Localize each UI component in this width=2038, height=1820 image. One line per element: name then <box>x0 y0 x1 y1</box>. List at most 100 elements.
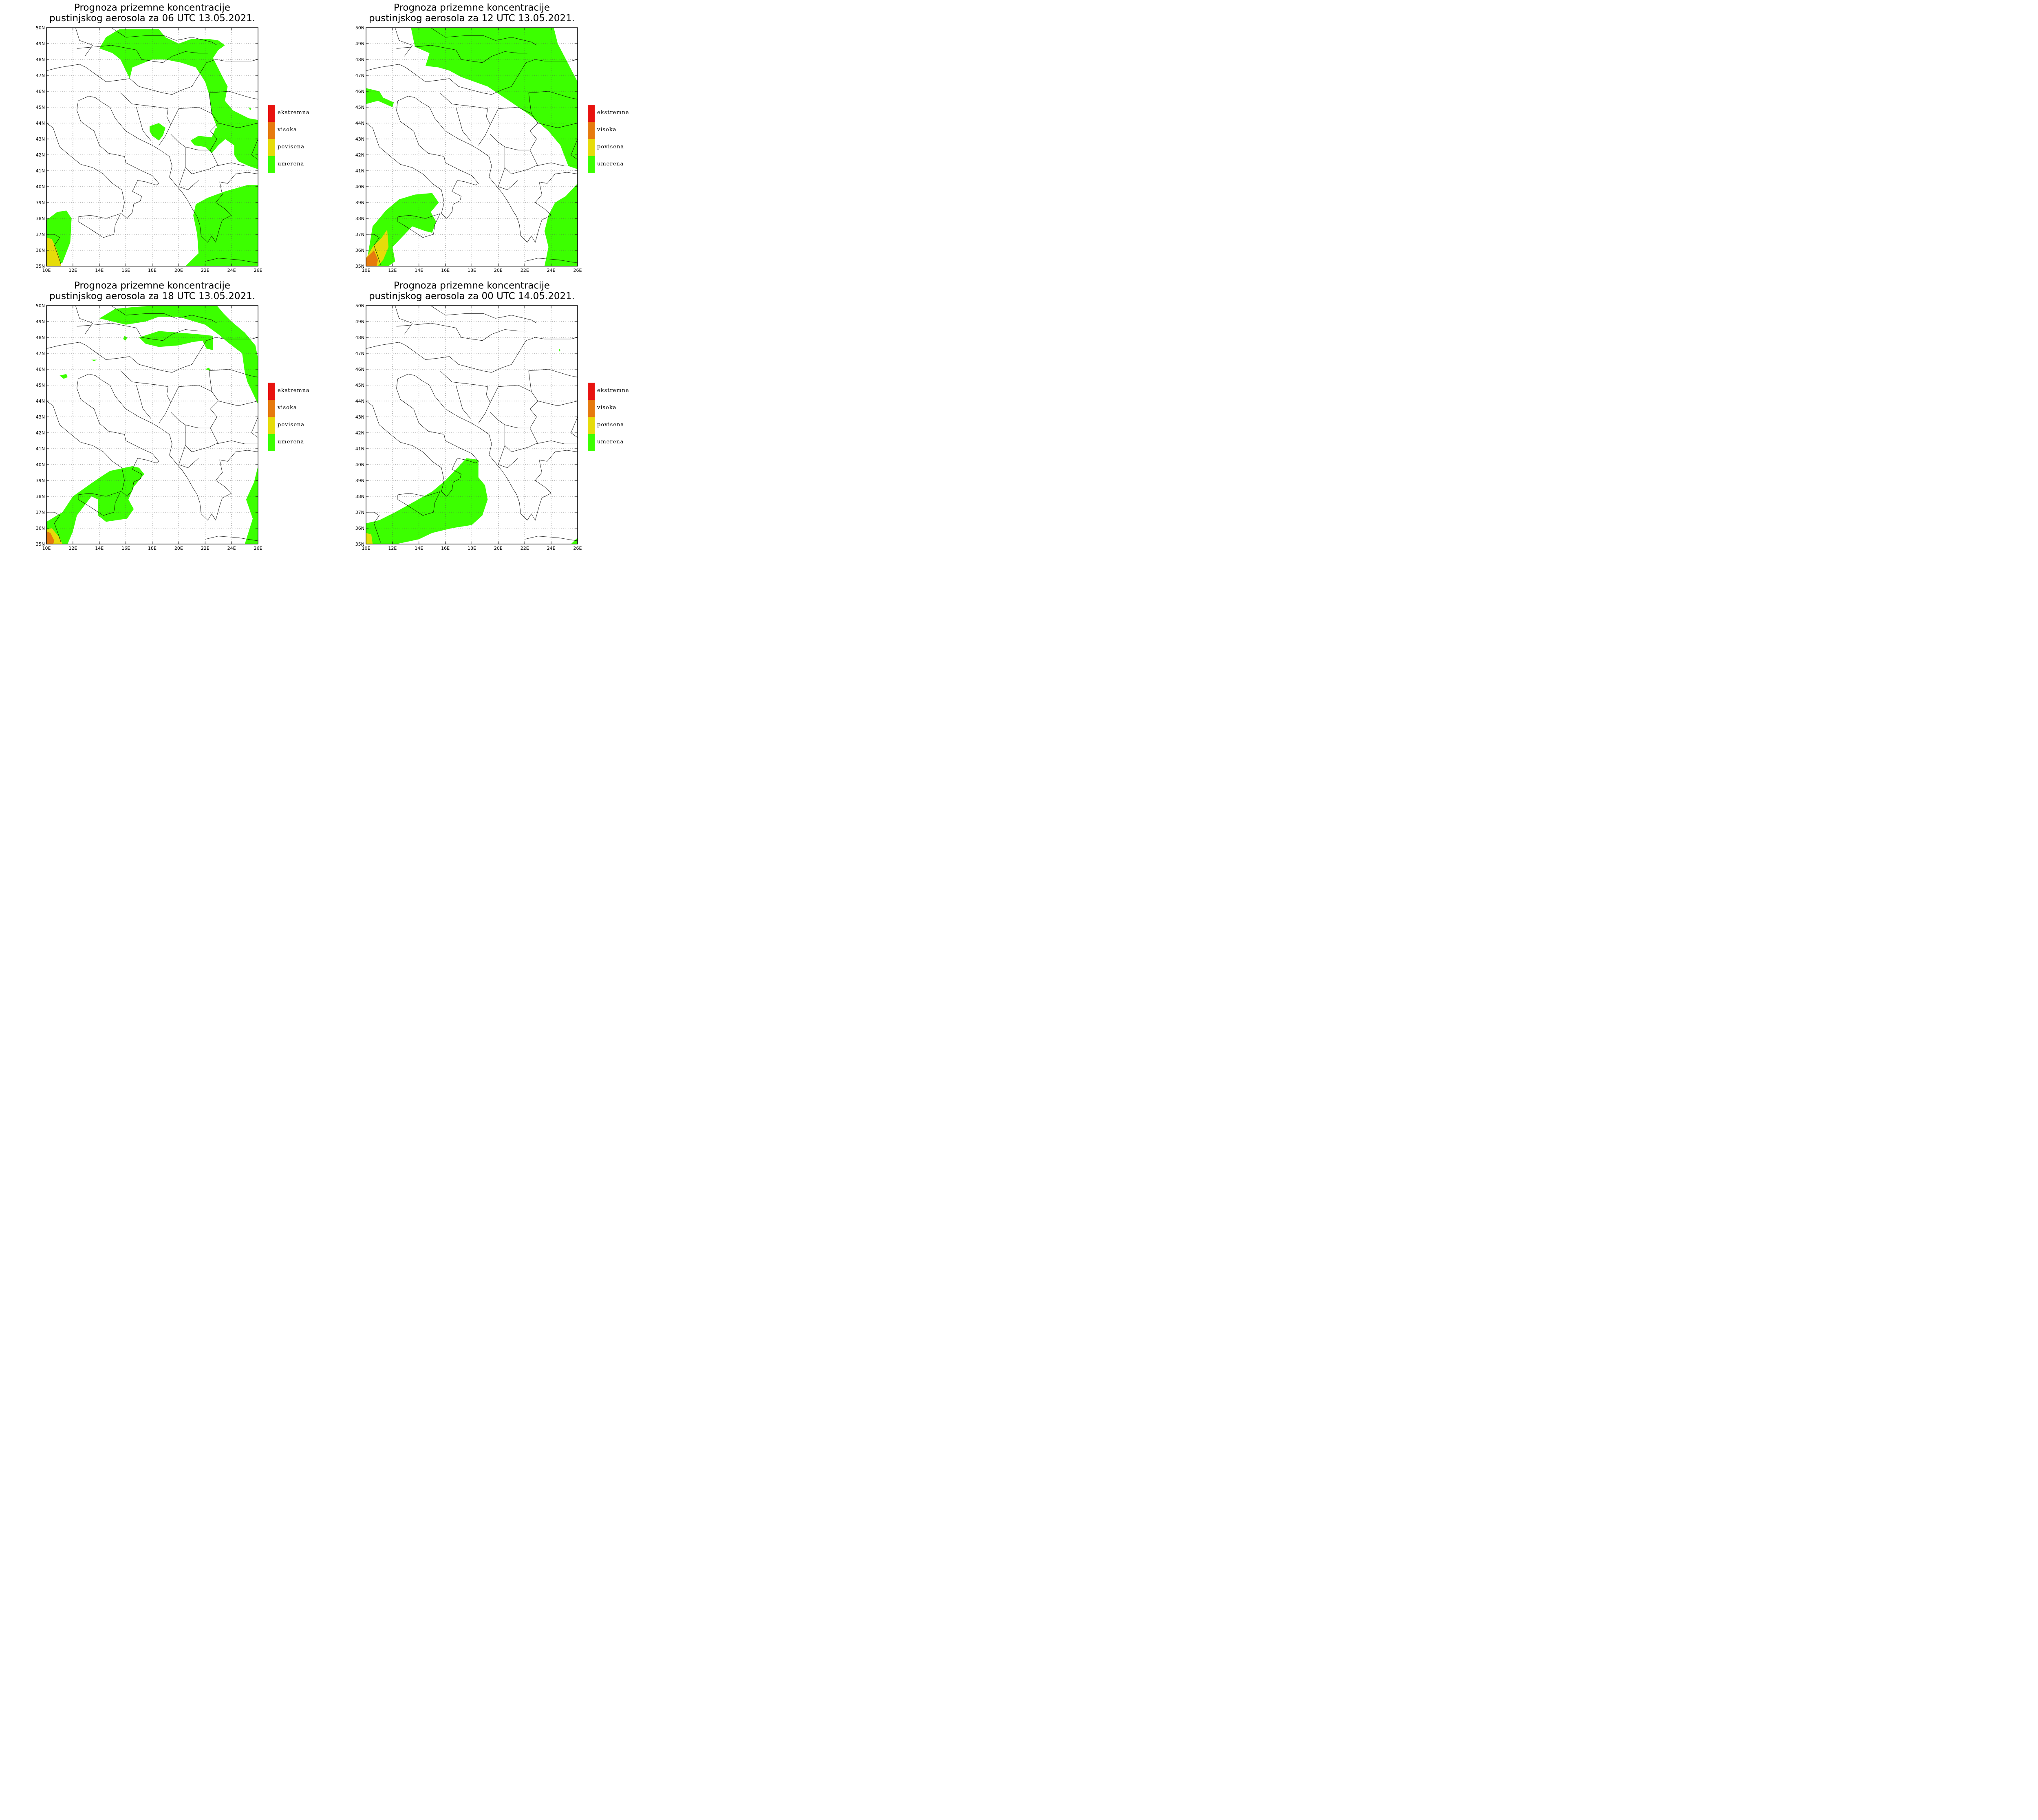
lon-tick-label: 20E <box>174 546 183 551</box>
legend-swatch <box>588 400 595 417</box>
aerosol-area-umerena <box>411 28 578 170</box>
legend-swatch <box>268 139 275 156</box>
lat-tick-label: 38N <box>355 216 364 221</box>
lat-tick-label: 46N <box>36 89 45 94</box>
aerosol-map: 10E 12E 14E 16E 18E 20E 22E 24E 26E 35N 36N 37N 38N 3… <box>36 303 262 551</box>
border-line <box>78 491 121 516</box>
legend-label: ekstremna <box>278 388 310 394</box>
border-line <box>170 107 219 150</box>
panel-title: Prognoza prizemne koncentracije pustinjs… <box>320 280 624 302</box>
lat-tick-label: 44N <box>355 121 364 126</box>
aerosol-area-umerena <box>249 107 251 110</box>
lat-tick-label: 42N <box>36 152 45 158</box>
legend-swatch <box>588 383 595 400</box>
lon-tick-label: 16E <box>121 546 130 551</box>
lon-tick-label: 12E <box>388 546 397 551</box>
lat-tick-label: 40N <box>355 184 364 189</box>
lat-tick-label: 42N <box>355 430 364 436</box>
border-line <box>46 374 159 497</box>
title-line-2: pustinjskog aerosola za 06 UTC 13.05.202… <box>49 13 256 24</box>
border-line <box>205 536 258 541</box>
lat-tick-label: 35N <box>36 542 45 547</box>
title-line-1: Prognoza prizemne koncentracije <box>74 2 230 13</box>
grid <box>46 28 258 266</box>
lat-tick-label: 47N <box>36 73 45 78</box>
aerosol-area-umerena <box>139 331 213 350</box>
lon-tick-label: 22E <box>521 268 529 273</box>
border-line <box>529 428 538 444</box>
lat-tick-label: 44N <box>355 399 364 404</box>
border-line <box>440 93 491 145</box>
legend-swatch <box>268 434 275 451</box>
lon-tick-label: 12E <box>388 268 397 273</box>
legend-label: ekstremna <box>278 110 310 116</box>
lon-tick-label: 20E <box>494 268 503 273</box>
legend-label: visoka <box>278 127 297 133</box>
border-line <box>46 96 159 219</box>
aerosol-area-visoka <box>366 250 378 266</box>
border-line <box>75 306 93 335</box>
legend-swatch <box>268 417 275 434</box>
border-line <box>415 97 578 243</box>
lat-tick-label: 45N <box>355 105 364 110</box>
lat-tick-label: 48N <box>36 335 45 340</box>
aerosol-area-povisena <box>46 237 61 266</box>
border-line <box>440 370 491 423</box>
aerosol-map: 10E 12E 14E 16E 18E 20E 22E 24E 26E 35N 36N 37N 38N 3… <box>355 303 582 551</box>
border-line <box>366 96 479 219</box>
lon-tick-label: 12E <box>68 268 77 273</box>
border-line <box>209 91 258 114</box>
lat-tick-label: 35N <box>36 264 45 269</box>
border-line <box>75 28 93 57</box>
aerosol-map: 10E 12E 14E 16E 18E 20E 22E 24E 26E 35N 36N 37N 38N 3… <box>36 25 262 273</box>
border-line <box>498 445 518 468</box>
grid <box>366 28 578 266</box>
border-line <box>366 234 381 265</box>
border-line <box>571 401 578 438</box>
lon-tick-label: 26E <box>573 546 582 551</box>
aerosol-area-umerena <box>60 374 68 379</box>
aerosol-area-umerena <box>366 88 394 107</box>
border-line <box>46 59 258 95</box>
aerosol-area-umerena <box>150 123 165 141</box>
border-line <box>525 536 578 541</box>
legend-swatch <box>588 105 595 122</box>
aerosol-areas <box>366 28 578 266</box>
lat-tick-label: 42N <box>355 152 364 158</box>
lon-tick-label: 18E <box>468 268 476 273</box>
border-line <box>538 401 578 406</box>
lon-tick-label: 14E <box>95 546 104 551</box>
border-line <box>528 91 578 114</box>
lon-tick-label: 20E <box>494 546 503 551</box>
lat-tick-label: 45N <box>36 105 45 110</box>
lon-tick-label: 20E <box>174 268 183 273</box>
lat-tick-label: 38N <box>36 216 45 221</box>
border-line <box>366 59 578 95</box>
lat-tick-label: 49N <box>355 41 364 46</box>
lon-tick-label: 24E <box>227 546 236 551</box>
aerosol-area-umerena <box>559 348 560 352</box>
legend-swatch <box>588 139 595 156</box>
aerosol-areas <box>366 348 578 544</box>
aerosol-area-umerena <box>99 29 258 170</box>
aerosol-area-umerena <box>46 466 144 544</box>
lon-tick-label: 18E <box>468 546 476 551</box>
aerosol-area-umerena <box>91 359 97 361</box>
title-line-1: Prognoza prizemne koncentracije <box>74 280 230 291</box>
lat-tick-label: 37N <box>36 510 45 515</box>
border-line <box>136 385 151 419</box>
lat-tick-label: 47N <box>36 351 45 356</box>
legend-swatch <box>268 156 275 173</box>
border-line <box>178 445 199 468</box>
border-line <box>77 45 208 63</box>
lon-tick-label: 26E <box>254 268 262 273</box>
border-line <box>46 337 258 373</box>
lat-tick-label: 44N <box>36 399 45 404</box>
lat-tick-label: 38N <box>36 494 45 499</box>
legend-label: umerena <box>278 161 304 167</box>
border-line <box>397 213 441 238</box>
lon-tick-label: 18E <box>148 268 157 273</box>
border-line <box>505 147 578 174</box>
lat-tick-label: 36N <box>355 248 364 253</box>
lon-tick-label: 22E <box>201 268 210 273</box>
